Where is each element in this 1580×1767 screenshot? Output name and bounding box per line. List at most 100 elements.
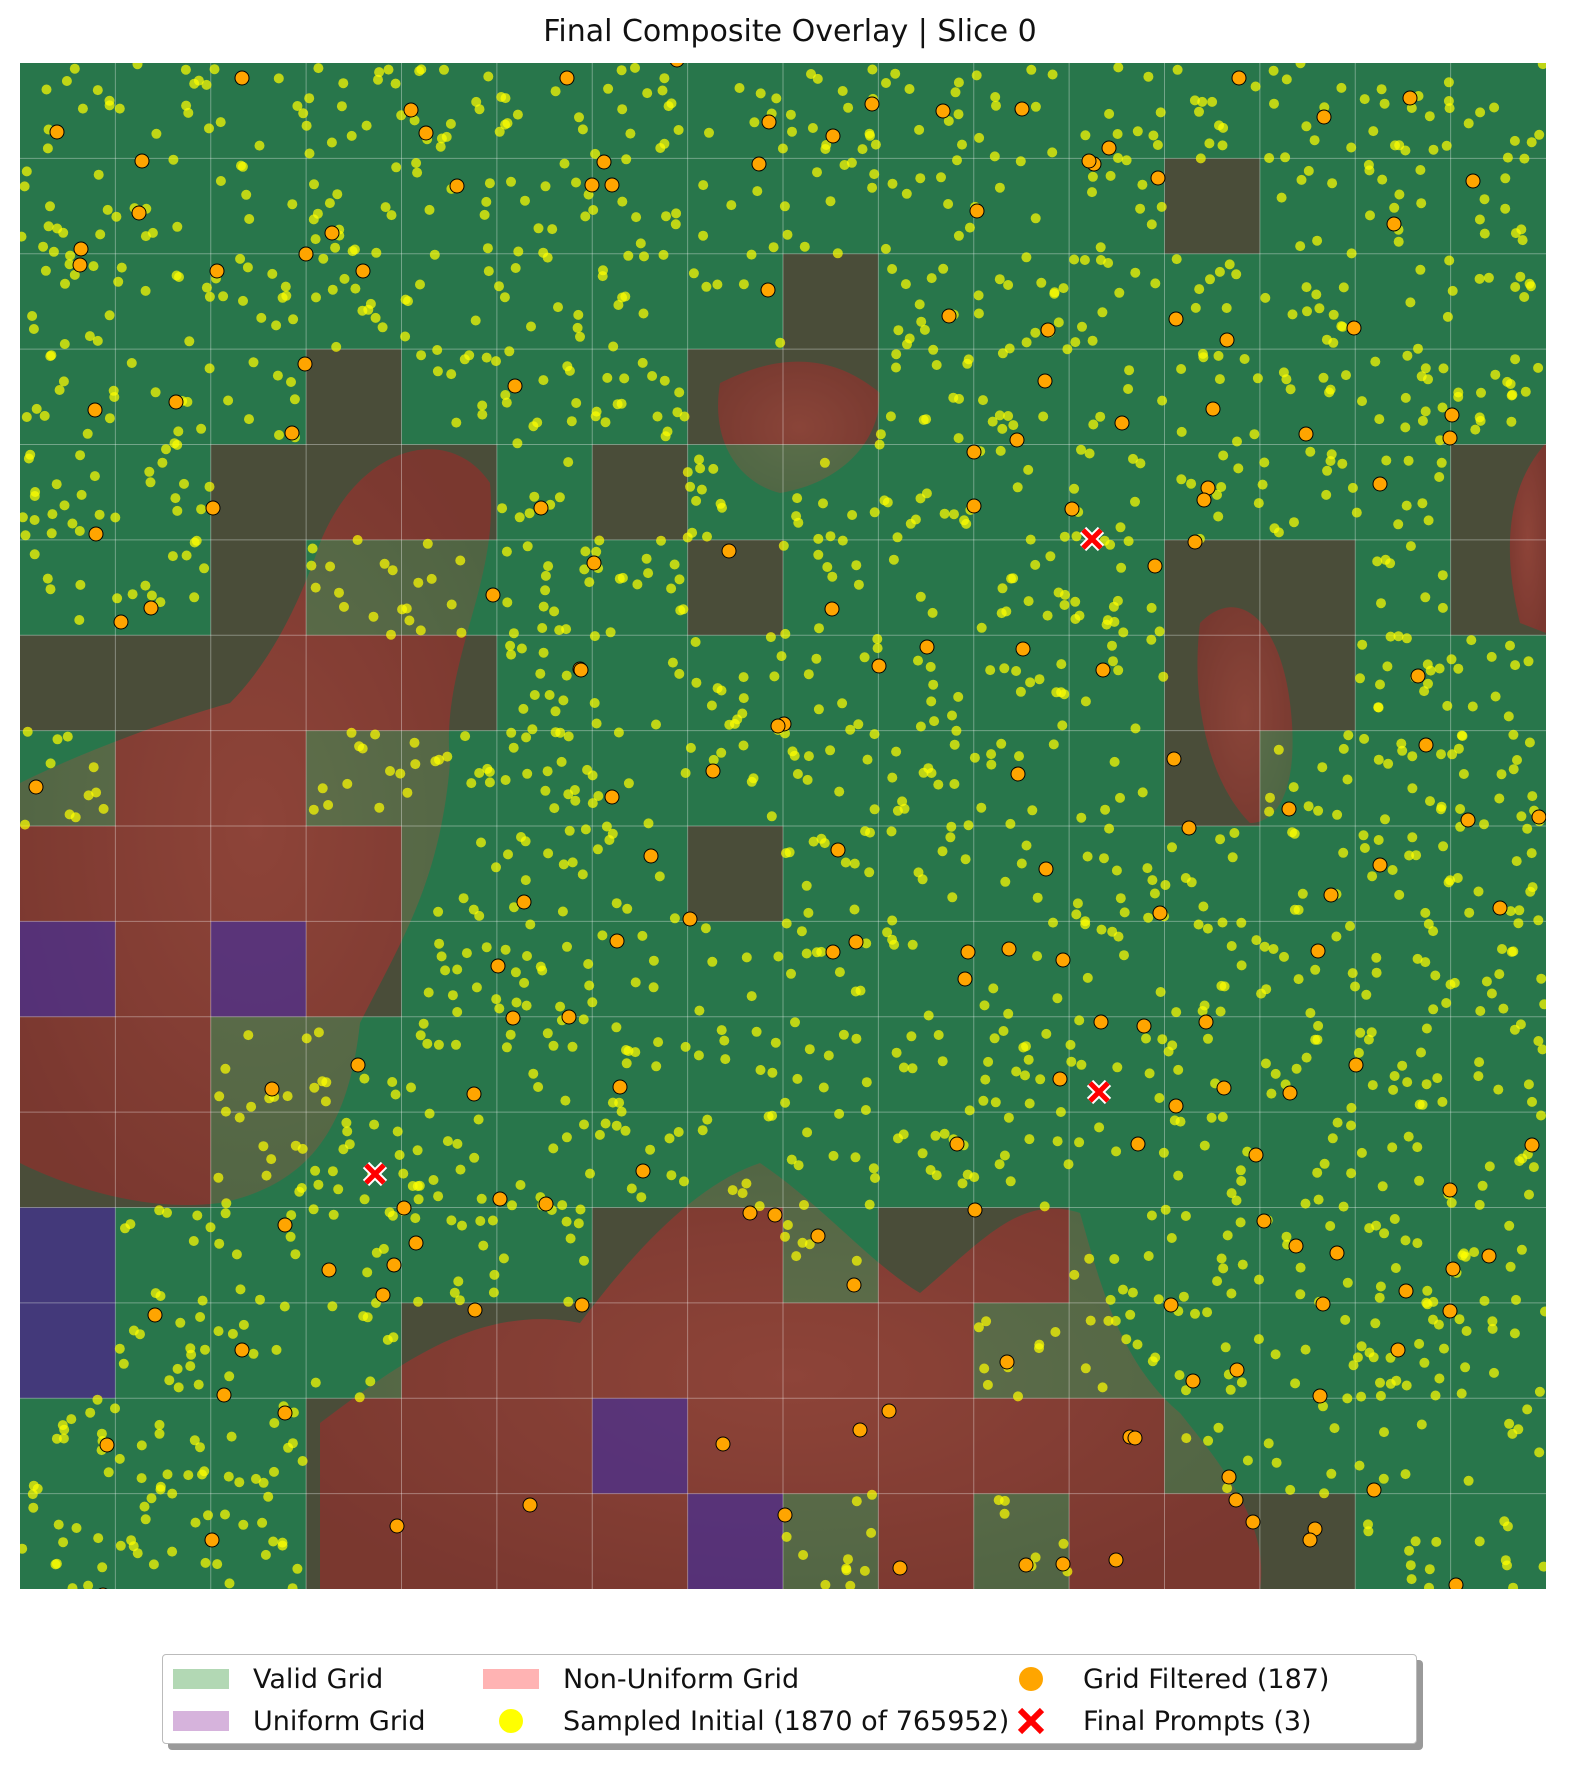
sampled-point	[658, 249, 669, 260]
sampled-point	[1455, 804, 1466, 814]
sampled-point	[853, 719, 864, 730]
sampled-point	[97, 1562, 108, 1573]
sampled-point	[1332, 809, 1343, 820]
sampled-point	[626, 1183, 637, 1194]
sampled-point	[1276, 192, 1287, 203]
sampled-point	[244, 414, 254, 425]
sampled-point	[71, 1523, 82, 1533]
sampled-point	[811, 653, 822, 664]
sampled-point	[442, 751, 453, 762]
sampled-point	[110, 1403, 120, 1414]
filtered-point	[721, 543, 737, 559]
sampled-point	[1400, 422, 1411, 433]
filtered-point	[234, 1342, 250, 1358]
sampled-point	[1305, 1008, 1316, 1018]
filtered-point	[830, 842, 846, 858]
filtered-point	[1055, 952, 1071, 968]
sampled-point	[775, 337, 786, 348]
sampled-point	[471, 96, 482, 107]
sampled-point	[53, 1519, 64, 1530]
filtered-point	[1081, 153, 1097, 169]
sampled-point	[20, 231, 27, 242]
sampled-point	[1474, 214, 1485, 225]
sampled-point	[150, 387, 161, 398]
sampled-point	[1375, 1377, 1385, 1388]
sampled-point	[1250, 81, 1261, 92]
sampled-point	[1422, 659, 1433, 670]
sampled-point	[1020, 1070, 1030, 1081]
sampled-point	[716, 747, 727, 758]
sampled-point	[801, 880, 812, 891]
sampled-point	[910, 514, 921, 525]
sampled-point	[907, 1063, 918, 1074]
sampled-point	[502, 118, 513, 129]
sampled-point	[1387, 865, 1398, 875]
sampled-point	[1509, 135, 1520, 146]
filtered-point	[1163, 1297, 1179, 1313]
sampled-point	[1376, 598, 1386, 609]
sampled-point	[598, 265, 608, 276]
sampled-point	[779, 201, 790, 212]
sampled-point	[64, 259, 75, 270]
sampled-point	[1194, 106, 1204, 117]
sampled-point	[1121, 155, 1132, 166]
sampled-point	[782, 1220, 793, 1230]
sampled-point	[1084, 1253, 1095, 1264]
sampled-point	[304, 93, 315, 104]
sampled-point	[446, 369, 457, 380]
sampled-point	[900, 279, 911, 290]
sampled-point	[1407, 751, 1418, 762]
valid-grid-cell	[1450, 1302, 1546, 1399]
sampled-point	[949, 739, 960, 750]
sampled-point	[1163, 1046, 1174, 1057]
sampled-point	[1057, 720, 1068, 731]
valid-grid-cell	[878, 1112, 974, 1208]
sampled-point	[1497, 944, 1507, 954]
sampled-point	[1415, 264, 1426, 275]
sampled-point	[1433, 1319, 1444, 1330]
sampled-point	[803, 669, 814, 680]
legend-final-prompts: Final Prompts (3)	[1003, 1701, 1312, 1741]
sampled-point	[1080, 916, 1091, 927]
sampled-point	[522, 951, 532, 961]
sampled-point	[20, 181, 30, 192]
sampled-point	[1345, 921, 1355, 932]
valid-grid-cell	[115, 539, 211, 636]
sampled-point	[572, 322, 583, 333]
sampled-point	[1534, 129, 1545, 140]
sampled-point	[235, 253, 246, 264]
sampled-point	[91, 787, 102, 798]
non-uniform-grid-cell	[687, 826, 783, 922]
sampled-point	[630, 63, 640, 73]
filtered-point	[277, 1217, 293, 1233]
sampled-point	[457, 1220, 467, 1231]
filtered-point	[1445, 1261, 1461, 1277]
sampled-point	[190, 1517, 201, 1528]
sampled-point	[1254, 1274, 1264, 1285]
sampled-point	[1300, 1198, 1311, 1209]
sampled-point	[1008, 420, 1019, 431]
sampled-point	[46, 528, 57, 539]
sampled-point	[1410, 1536, 1421, 1547]
sampled-point	[1473, 1071, 1484, 1082]
sampled-point	[516, 832, 526, 842]
sampled-point	[1030, 213, 1041, 224]
sampled-point	[1150, 278, 1161, 289]
sampled-point	[1336, 321, 1347, 332]
sampled-point	[823, 1050, 834, 1061]
sampled-point	[1219, 981, 1230, 992]
sampled-point	[999, 1150, 1010, 1161]
filtered-point	[966, 444, 982, 460]
sampled-point	[708, 754, 719, 765]
sampled-point	[1212, 1276, 1223, 1287]
sampled-point	[585, 1168, 595, 1179]
sampled-point	[491, 862, 501, 873]
sampled-point	[1071, 909, 1082, 920]
sampled-point	[224, 1578, 235, 1589]
sampled-point	[996, 608, 1007, 619]
sampled-point	[201, 79, 212, 90]
sampled-point	[751, 1026, 762, 1037]
sampled-point	[188, 1236, 199, 1246]
filtered-point	[98, 1587, 108, 1589]
sampled-point	[1416, 198, 1427, 209]
